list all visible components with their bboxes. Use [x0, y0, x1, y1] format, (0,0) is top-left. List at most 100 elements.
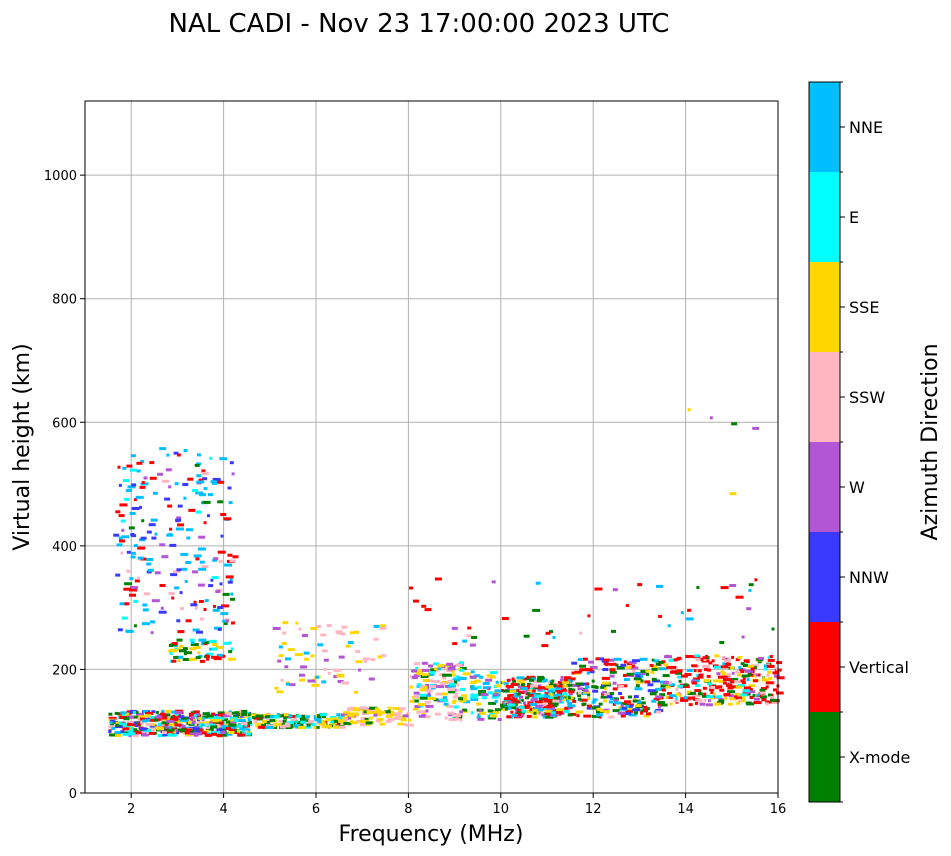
echo-point — [355, 660, 363, 664]
echo-point — [771, 701, 779, 704]
echo-point — [413, 674, 420, 678]
echo-point — [332, 719, 338, 723]
echo-point — [281, 642, 287, 645]
echo-point — [224, 563, 233, 567]
echo-point — [398, 710, 403, 714]
echo-point — [127, 722, 133, 726]
echo-point — [213, 657, 222, 661]
echo-point — [394, 712, 402, 716]
echo-point — [300, 665, 307, 669]
echo-point — [707, 699, 711, 703]
echo-point — [236, 724, 245, 728]
echo-point — [349, 720, 354, 724]
echo-point — [226, 732, 233, 736]
echo-point — [730, 678, 739, 681]
echo-point — [108, 725, 112, 729]
echo-point — [205, 722, 209, 726]
echo-point — [108, 712, 113, 716]
echo-point — [660, 684, 669, 688]
echo-point — [194, 463, 200, 467]
echo-point — [193, 646, 201, 650]
echo-point — [481, 696, 487, 700]
echo-point — [227, 553, 233, 557]
echo-point — [439, 698, 443, 702]
echo-point — [123, 717, 130, 721]
echo-point — [343, 718, 348, 722]
echo-point — [213, 604, 216, 608]
echo-point — [287, 648, 295, 652]
echo-point — [300, 715, 305, 718]
echo-point — [461, 694, 468, 698]
echo-point — [194, 732, 203, 736]
echo-point — [414, 705, 421, 708]
echo-point — [377, 655, 383, 659]
echo-point — [152, 491, 158, 495]
echo-point — [567, 701, 573, 705]
echo-point — [548, 693, 554, 697]
echo-point — [289, 715, 296, 718]
echo-point — [227, 657, 236, 661]
echo-point — [196, 480, 205, 484]
echo-point — [199, 560, 205, 564]
echo-point — [218, 721, 224, 725]
echo-point — [188, 508, 196, 512]
echo-point — [763, 667, 768, 671]
echo-point — [230, 729, 234, 732]
echo-point — [724, 693, 731, 697]
echo-point — [716, 672, 721, 676]
echo-point — [178, 724, 186, 728]
echo-point — [149, 715, 155, 719]
echo-point — [702, 664, 710, 668]
echo-point — [731, 422, 738, 426]
echo-point — [222, 718, 229, 722]
echo-point — [145, 714, 151, 718]
echo-point — [321, 715, 326, 719]
echo-point — [121, 528, 125, 532]
echo-point — [530, 684, 538, 688]
echo-point — [631, 664, 635, 668]
echo-point — [699, 702, 706, 706]
echo-point — [449, 682, 455, 686]
echo-point — [218, 731, 226, 734]
echo-point — [547, 714, 553, 717]
echo-point — [768, 676, 773, 680]
echo-point — [724, 696, 728, 700]
echo-point — [211, 643, 218, 647]
echo-point — [129, 732, 136, 736]
echo-point — [655, 662, 660, 666]
echo-point — [216, 653, 223, 657]
echo-point — [282, 724, 291, 728]
echo-point — [706, 695, 714, 699]
echo-point — [121, 616, 128, 620]
echo-point — [703, 698, 707, 702]
echo-point — [675, 696, 679, 700]
echo-point — [255, 724, 259, 728]
echo-point — [421, 604, 427, 608]
echo-point — [194, 725, 199, 729]
echo-point — [618, 685, 625, 688]
echo-point — [728, 680, 732, 684]
echo-point — [510, 698, 518, 702]
echo-point — [169, 527, 173, 531]
echo-point — [750, 664, 759, 668]
echo-point — [369, 706, 378, 710]
echo-point — [657, 702, 661, 706]
echo-point — [253, 716, 259, 720]
echo-point — [215, 645, 224, 649]
echo-point — [695, 658, 700, 661]
echo-point — [603, 658, 610, 662]
echo-point — [623, 674, 629, 677]
echo-point — [421, 668, 430, 672]
echo-point — [345, 644, 351, 648]
echo-point — [579, 698, 588, 702]
echo-point — [217, 713, 225, 717]
echo-point — [203, 487, 208, 491]
echo-point — [265, 718, 269, 722]
echo-point — [278, 719, 283, 723]
echo-point — [594, 587, 603, 591]
echo-point — [319, 719, 326, 723]
echo-point — [442, 673, 447, 677]
x-tick-label: 16 — [770, 802, 787, 817]
echo-point — [454, 692, 458, 696]
echo-point — [736, 701, 741, 705]
